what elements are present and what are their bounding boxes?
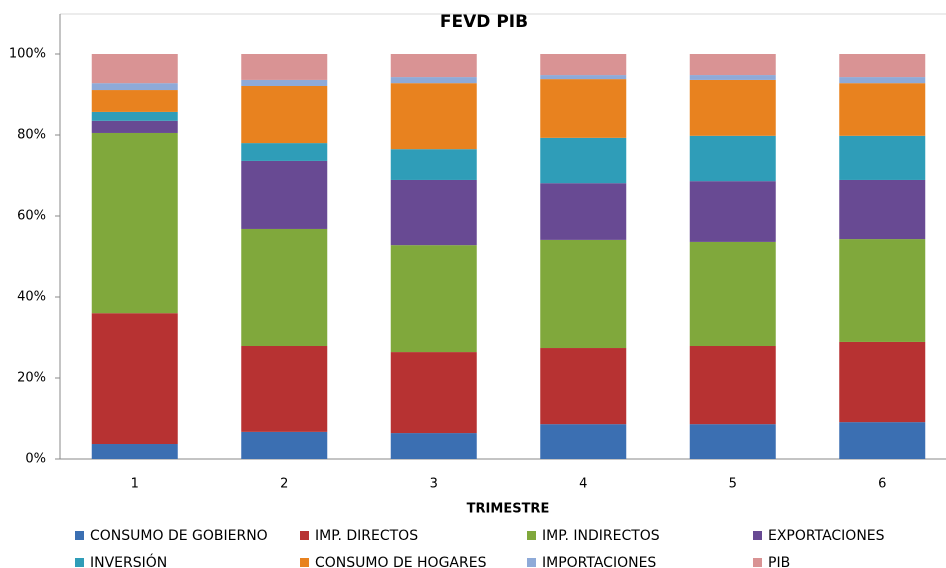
legend-label: CONSUMO DE HOGARES (315, 555, 487, 568)
bar-segment (91, 313, 178, 445)
bar-segment (689, 346, 776, 425)
bar-segment (91, 90, 178, 112)
bar-segment (241, 160, 328, 229)
bar-segment (689, 54, 776, 76)
bar-segment (91, 120, 178, 133)
legend-label: EXPORTACIONES (768, 528, 885, 544)
bar-segment (689, 79, 776, 136)
legend-label: IMP. INDIRECTOS (542, 528, 660, 544)
bar-segment (839, 135, 926, 180)
bar-segment (390, 433, 477, 459)
bar-segment (390, 149, 477, 180)
bar-segment (540, 348, 627, 425)
legend-swatch (300, 558, 309, 567)
bar-segment (241, 228, 328, 347)
bar-segment (689, 135, 776, 182)
x-tick-label: 5 (729, 477, 737, 492)
bar-segment (689, 424, 776, 459)
bar-segment (839, 54, 926, 78)
bar-segment (540, 183, 627, 240)
legend-label: CONSUMO DE GOBIERNO (90, 528, 268, 544)
bar-segment (390, 245, 477, 353)
legend-label: INVERSIÓN (90, 553, 167, 568)
bar-segment (540, 54, 627, 76)
legend-swatch (753, 558, 762, 567)
bar-segment (540, 79, 627, 138)
legend-swatch (75, 558, 84, 567)
bar-segment (390, 83, 477, 150)
chart-title: FEVD PIB (440, 12, 528, 32)
bar-segment (839, 179, 926, 240)
bar-segment (241, 54, 328, 80)
x-tick-label: 4 (579, 477, 587, 492)
bar-segment (241, 79, 328, 86)
bar-segment (689, 75, 776, 80)
y-tick-label: 0% (25, 452, 46, 467)
legend-swatch (300, 531, 309, 540)
bar-segment (241, 431, 328, 459)
y-tick-label: 80% (17, 128, 46, 143)
legend-label: PIB (768, 555, 790, 568)
bar-segment (689, 181, 776, 242)
bar-segment (91, 83, 178, 91)
bar-segment (91, 444, 178, 459)
y-tick-label: 60% (17, 209, 46, 224)
legend-swatch (753, 531, 762, 540)
bar-segment (241, 85, 328, 144)
bar-segment (839, 341, 926, 423)
bar-segment (540, 424, 627, 459)
bar-segment (390, 352, 477, 434)
bar-segment (241, 346, 328, 432)
y-tick-label: 100% (9, 47, 46, 62)
x-axis-label: TRIMESTRE (467, 502, 550, 517)
bar-segment (390, 77, 477, 84)
x-tick-label: 1 (131, 477, 139, 492)
bar-segment (540, 137, 627, 184)
x-tick-label: 3 (430, 477, 438, 492)
bar-segment (241, 143, 328, 161)
legend-label: IMP. DIRECTOS (315, 528, 418, 544)
y-tick-label: 20% (17, 371, 46, 386)
legend-swatch (527, 558, 536, 567)
bar-segment (91, 54, 178, 84)
bar-segment (839, 422, 926, 459)
legend-swatch (75, 531, 84, 540)
x-tick-label: 2 (280, 477, 288, 492)
bar-segment (390, 54, 477, 78)
bar-segment (91, 132, 178, 314)
bar-segment (689, 241, 776, 347)
bar-segment (839, 83, 926, 136)
bar-segment (91, 111, 178, 121)
y-tick-label: 40% (17, 290, 46, 305)
legend-swatch (527, 531, 536, 540)
x-tick-label: 6 (878, 477, 886, 492)
bar-segment (839, 77, 926, 84)
bar-segment (540, 239, 627, 349)
bar-segment (390, 179, 477, 246)
legend-label: IMPORTACIONES (542, 555, 656, 568)
bar-segment (839, 239, 926, 342)
bar-segment (540, 75, 627, 80)
